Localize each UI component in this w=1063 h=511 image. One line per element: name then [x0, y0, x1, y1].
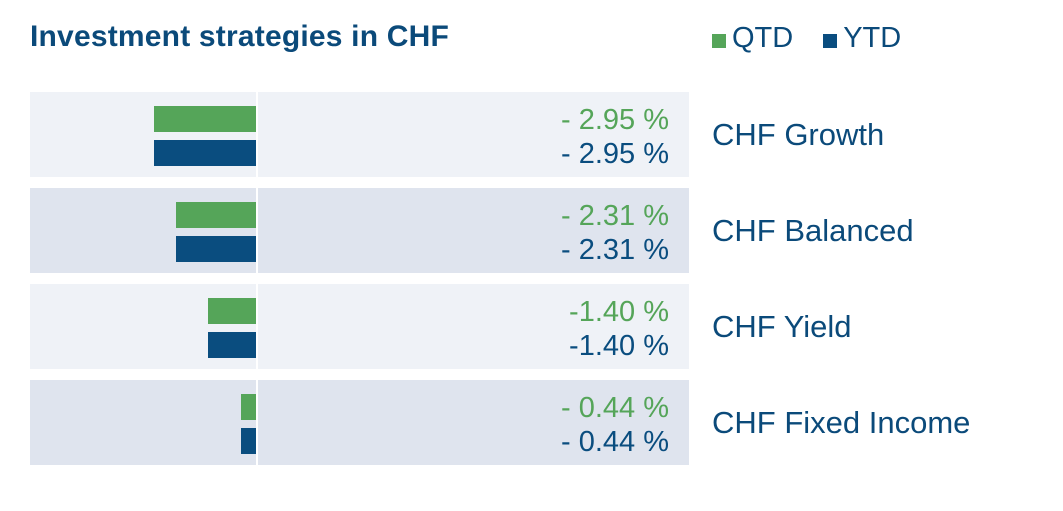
value-label-ytd-chf-balanced: - 2.31 %: [561, 234, 669, 266]
row-chf-growth: - 2.95 % - 2.95 %: [30, 92, 689, 177]
value-label-qtd-chf-yield: -1.40 %: [569, 296, 669, 328]
legend-swatch-qtd: [712, 33, 726, 48]
value-label-ytd-chf-yield: -1.40 %: [569, 330, 669, 362]
bar-ytd-chf-yield: [207, 332, 256, 358]
value-label-qtd-chf-balanced: - 2.31 %: [561, 200, 669, 232]
chart-title: Investment strategies in CHF: [30, 20, 450, 53]
row-chf-yield: -1.40 % -1.40 %: [30, 284, 689, 369]
row-chf-fixed-income: - 0.44 % - 0.44 %: [30, 380, 689, 465]
bar-qtd-chf-balanced: [176, 202, 256, 228]
legend-label-qtd: QTD: [732, 22, 794, 54]
bar-ytd-chf-fixed-income: [240, 428, 256, 454]
category-label-chf-yield: CHF Yield: [712, 309, 852, 344]
value-label-qtd-chf-fixed-income: - 0.44 %: [561, 392, 669, 424]
category-label-chf-growth: CHF Growth: [712, 117, 885, 152]
legend-item-ytd: YTD: [823, 22, 901, 55]
row-chf-balanced: - 2.31 % - 2.31 %: [30, 188, 689, 273]
value-label-ytd-chf-fixed-income: - 0.44 %: [561, 426, 669, 458]
chart-legend: QTD YTD: [712, 22, 931, 55]
bar-qtd-chf-fixed-income: [240, 394, 256, 420]
bar-ytd-chf-growth: [153, 140, 256, 166]
legend-swatch-ytd: [823, 33, 838, 48]
legend-item-qtd: QTD: [712, 22, 793, 55]
bar-qtd-chf-yield: [207, 298, 256, 324]
zero-axis-line: [256, 92, 258, 466]
value-label-ytd-chf-growth: - 2.95 %: [561, 138, 669, 170]
category-label-chf-fixed-income: CHF Fixed Income: [712, 405, 971, 440]
value-label-qtd-chf-growth: - 2.95 %: [561, 104, 669, 136]
legend-label-ytd: YTD: [843, 22, 902, 54]
bar-qtd-chf-growth: [153, 106, 256, 132]
bar-ytd-chf-balanced: [176, 236, 256, 262]
category-label-chf-balanced: CHF Balanced: [712, 213, 914, 248]
